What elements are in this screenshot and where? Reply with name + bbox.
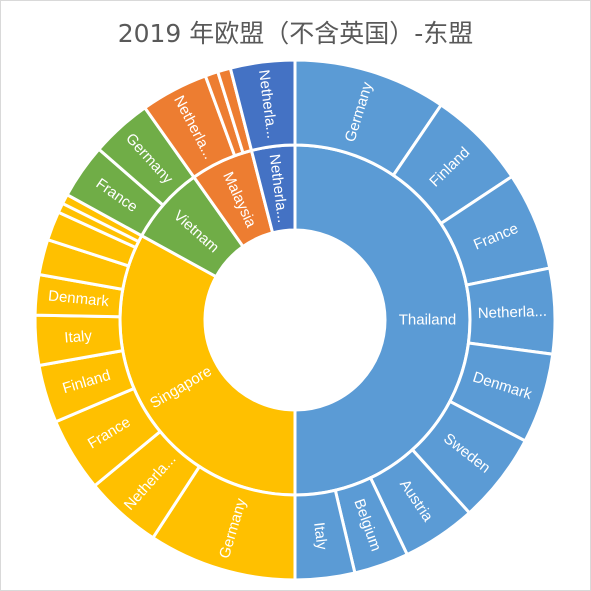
- outer-label-singapore-italy: Italy: [64, 327, 93, 346]
- inner-label-thailand: Thailand: [399, 312, 457, 329]
- chart-title: 2019 年欧盟（不含英国）-东盟: [117, 19, 474, 48]
- outer-segment-netherla-netherla: [228, 58, 297, 153]
- outer-label-thailand-italy: Italy: [310, 521, 330, 551]
- outer-label-thailand-netherla: Netherla...: [477, 303, 547, 322]
- outer-label-singapore-denmark: Denmark: [47, 287, 110, 310]
